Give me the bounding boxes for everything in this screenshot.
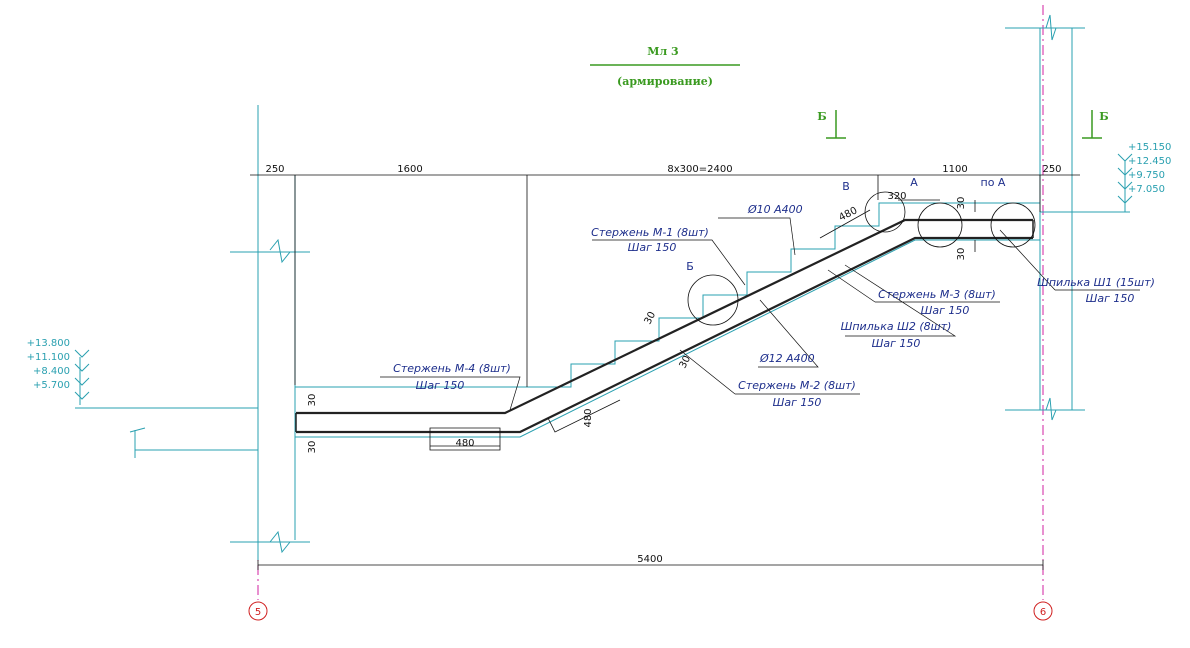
label: 30 [956,197,967,210]
drawing-line [248,601,268,621]
label: 250 [1042,164,1061,175]
label: Б [686,260,694,273]
drawing-line [380,217,1140,411]
label: Шаг 150 [921,304,970,317]
label: 480 [837,205,859,223]
label: Б [817,110,826,123]
label: 480 [455,438,474,449]
label: 1100 [942,164,967,175]
label: Мл 3 [647,45,678,58]
drawing-line [74,153,1133,405]
drawing-line [75,407,258,458]
label: 30 [956,248,967,261]
label: Стержень М-2 (8шт) [738,379,856,392]
label: 30 [643,310,659,326]
drawing-line [295,202,1040,388]
label: Стержень М-3 (8шт) [878,288,996,301]
drawing-line [429,199,976,451]
drawing-line [990,202,1036,248]
label: 480 [583,408,594,427]
dimension-lines [250,174,1080,570]
label: Шаг 150 [773,396,822,409]
drawing-line [864,191,906,233]
axis-lines [257,5,1044,600]
label: А [910,176,918,189]
label: Шпилька Ш1 (15шт) [1037,276,1155,289]
label: Шаг 150 [1086,292,1135,305]
label: Ø12 А400 [759,352,815,365]
label: +9.750 [1128,170,1165,181]
drawing-line [687,274,739,326]
stair-outline [295,202,1130,438]
label: В [842,180,850,193]
label: Ø10 А400 [747,203,803,216]
label: Б [1099,110,1108,123]
label: Стержень М-4 (8шт) [393,362,511,375]
label: 5 [255,607,261,618]
label: +7.050 [1128,184,1165,195]
label: по А [981,176,1006,189]
drawing-line [296,218,1033,415]
label: Шаг 150 [872,337,921,350]
label: Шпилька Ш2 (8шт) [841,320,952,333]
drawing-line [1033,601,1053,621]
label: 250 [265,164,284,175]
label: Шаг 150 [628,241,677,254]
label: +13.800 [27,338,70,349]
label: +15.150 [1128,142,1171,153]
label: Стержень М-1 (8шт) [591,226,709,239]
label: +5.700 [33,380,70,391]
drawing-line [295,239,1040,438]
drawing-line [269,14,1057,554]
axis-bubbles [248,601,1053,621]
drawing-line [590,64,1102,139]
label: +8.400 [33,366,70,377]
label: +12.450 [1128,156,1171,167]
callout-circles [687,191,1036,326]
labels: Мл 3 (армирование) Б Б 250 1600 8x300=24… [27,45,1172,618]
label: 5400 [637,554,662,565]
label: 320 [887,191,906,202]
drawing-line [296,236,1033,434]
label: (армирование) [617,75,713,88]
elevation-marks [74,153,1133,405]
label: +11.100 [27,352,70,363]
label: 1600 [397,164,422,175]
label: 30 [678,354,694,370]
drawing-line [250,174,1080,570]
label: Шаг 150 [416,379,465,392]
drawing-line [917,202,963,248]
label: 30 [307,441,318,454]
section-marks [590,64,1102,139]
label: 6 [1040,607,1046,618]
leaders [380,217,1140,411]
label: 8x300=2400 [667,164,732,175]
walls [75,14,1085,560]
label: 30 [307,394,318,407]
